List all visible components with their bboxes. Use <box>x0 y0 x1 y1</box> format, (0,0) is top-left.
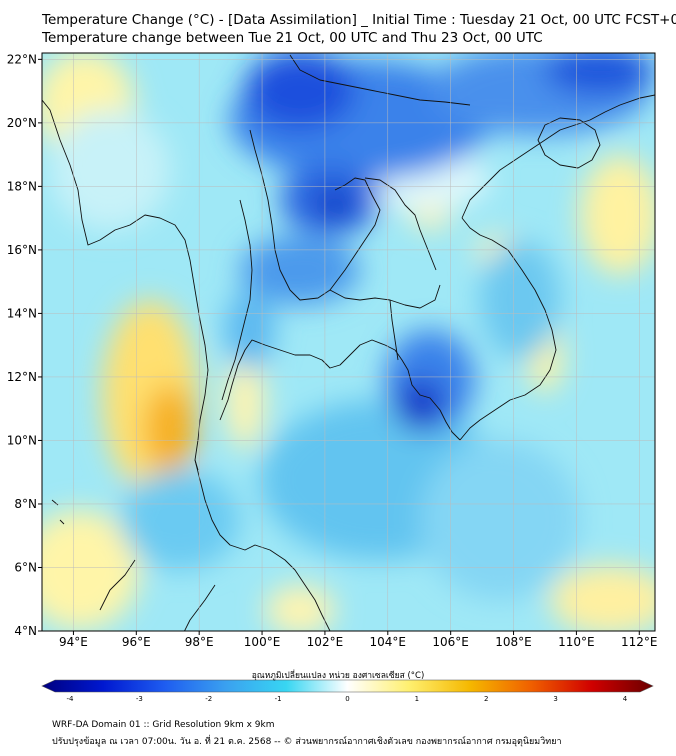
lat-tick-label: 18°N <box>7 179 37 193</box>
lon-tick-label: 106°E <box>432 635 469 649</box>
lat-tick-label: 8°N <box>14 497 37 511</box>
lat-tick-label: 22°N <box>7 52 37 66</box>
lat-tick-label: 14°N <box>7 306 37 320</box>
temperature-field <box>42 53 655 631</box>
lon-tick-label: 108°E <box>495 635 532 649</box>
map-frame <box>41 52 656 632</box>
colorbar-tick-label: 0 <box>345 695 349 703</box>
lat-tick-label: 10°N <box>7 433 37 447</box>
longitude-axis: 94°E 96°E 98°E 100°E 102°E 104°E 106°E 108°E 110… <box>59 631 658 649</box>
colorbar-tick-label: -3 <box>136 695 143 703</box>
footer-model-info: WRF-DA Domain 01 :: Grid Resolution 9km … <box>52 720 275 730</box>
lon-tick-label: 112°E <box>621 635 658 649</box>
colorbar-bar <box>41 679 654 693</box>
colorbar-tick-label: 2 <box>484 695 488 703</box>
gridlines <box>42 53 655 631</box>
map-title: Temperature Change (°C) - [Data Assimila… <box>42 12 676 28</box>
colorbar-tick-label: -2 <box>205 695 212 703</box>
colorbar-tick-label: 1 <box>415 695 419 703</box>
lon-tick-label: 104°E <box>370 635 407 649</box>
lat-tick-label: 4°N <box>14 624 37 638</box>
lat-tick-label: 20°N <box>7 116 37 130</box>
lat-tick-label: 6°N <box>14 560 37 574</box>
lon-tick-label: 102°E <box>307 635 344 649</box>
colorbar: -4 -3 -2 -1 0 1 2 3 4 <box>41 679 654 703</box>
colorbar-tick-label: -4 <box>67 695 75 703</box>
footer-update-info: ปรับปรุงข้อมูล ณ เวลา 07:00น. วัน อ. ที่… <box>52 737 562 747</box>
lon-tick-label: 94°E <box>59 635 88 649</box>
lat-tick-label: 12°N <box>7 370 37 384</box>
lon-tick-label: 100°E <box>244 635 281 649</box>
map-subtitle: Temperature change between Tue 21 Oct, 0… <box>42 30 543 46</box>
latitude-axis: 4°N 6°N 8°N 10°N 12°N 14°N 16°N 18°N 20°N 22°N <box>7 52 42 638</box>
colorbar-title: อุณหภูมิเปลี่ยนแปลง หน่วย องศาเซลเซียส (… <box>251 671 425 681</box>
lon-tick-label: 110°E <box>558 635 595 649</box>
colorbar-tick-label: 3 <box>553 695 557 703</box>
lon-tick-label: 96°E <box>122 635 151 649</box>
lat-tick-label: 16°N <box>7 243 37 257</box>
lon-tick-label: 98°E <box>185 635 214 649</box>
colorbar-tick-label: -1 <box>275 695 282 703</box>
colorbar-tick-label: 4 <box>623 695 628 703</box>
